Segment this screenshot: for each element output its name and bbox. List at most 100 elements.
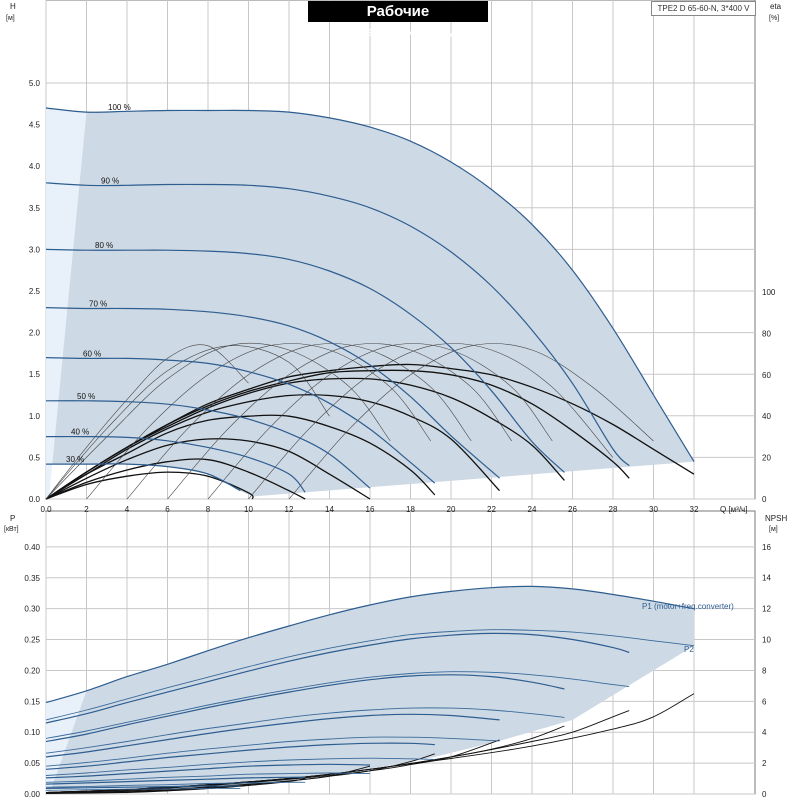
efficiency-curve	[45, 363, 695, 500]
eta-y-tick-label: 80	[762, 329, 771, 338]
p2-series-label: P2	[684, 645, 694, 654]
head-y-tick-label: 1.5	[29, 370, 41, 379]
x-tick-label: 8	[206, 505, 211, 514]
x-tick-label: 14	[325, 505, 334, 514]
x-tick-label: 12	[285, 505, 294, 514]
npsh-axis-label: NPSH	[765, 514, 787, 523]
eta-axis-label: eta	[770, 2, 782, 11]
head-y-tick-label: 4.5	[29, 121, 41, 130]
power-y-tick-label: 0.40	[24, 543, 40, 552]
efficiency-curve	[167, 343, 513, 500]
speed-label: 60 %	[83, 349, 101, 358]
x-tick-label: 28	[609, 505, 618, 514]
p2-curve	[45, 707, 565, 754]
power-y-tick-label: 0.05	[24, 759, 40, 768]
efficiency-curve	[45, 414, 436, 500]
eta-y-tick-label: 0	[762, 495, 767, 504]
efficiency-curve	[45, 471, 254, 500]
x-tick-label: 18	[406, 505, 415, 514]
eta-y-tick-label: 20	[762, 454, 771, 463]
eta-y-tick-label: 40	[762, 412, 771, 421]
npsh-y-tick-label: 14	[762, 574, 771, 583]
p1-curve	[45, 674, 565, 743]
efficiency-curve	[45, 394, 501, 500]
npsh-y-tick-label: 12	[762, 605, 771, 614]
p1-curve	[45, 713, 500, 758]
head-y-tick-label: 0.5	[29, 453, 41, 462]
power-y-tick-label: 0.15	[24, 697, 40, 706]
npsh-y-tick-label: 6	[762, 697, 767, 706]
head-y-tick-label: 1.0	[29, 412, 41, 421]
efficiency-curve	[45, 458, 306, 500]
speed-label: 30 %	[66, 455, 84, 464]
npsh-axis-unit: [м]	[769, 526, 778, 533]
chart-title: Рабочие характеристики	[308, 1, 488, 41]
head-y-tick-label: 4.0	[29, 162, 41, 171]
power-y-tick-label: 0.20	[24, 666, 40, 675]
npsh-y-tick-label: 4	[762, 728, 767, 737]
head-y-tick-label: 2.0	[29, 329, 41, 338]
power-y-tick-label: 0.00	[24, 790, 40, 799]
efficiency-curve	[207, 343, 553, 500]
head-curve	[45, 182, 630, 467]
efficiency-curve	[45, 438, 371, 500]
npsh-y-tick-label: 2	[762, 759, 767, 768]
speed-label: 50 %	[77, 392, 95, 401]
p2-curve	[45, 772, 371, 783]
npsh-curve	[45, 739, 500, 793]
efficiency-curve	[86, 343, 432, 500]
efficiency-curve	[126, 343, 472, 500]
x-tick-label: 0.0	[40, 505, 52, 514]
power-y-tick-label: 0.30	[24, 605, 40, 614]
head-y-tick-label: 0.0	[29, 495, 41, 504]
speed-label: 80 %	[95, 241, 113, 250]
head-y-tick-label: 3.0	[29, 245, 41, 254]
p1-curve	[45, 763, 371, 779]
power-axis-label: P	[10, 514, 15, 523]
p1-curve	[45, 742, 435, 770]
efficiency-curve	[248, 343, 614, 500]
head-curve	[45, 463, 241, 492]
p1-curve	[45, 632, 630, 724]
p2-curve	[45, 671, 630, 739]
p1-curve	[45, 785, 241, 789]
p1-curve	[45, 776, 306, 785]
x-tick-label: 26	[568, 505, 577, 514]
head-curve	[45, 435, 306, 493]
npsh-y-tick-label: 16	[762, 543, 771, 552]
x-tick-label: 2	[84, 505, 89, 514]
x-tick-label: 10	[244, 505, 253, 514]
p1-curve	[45, 585, 695, 704]
efficiency-curve	[45, 345, 330, 500]
flow-axis-label: Q [м³/ч]	[720, 505, 747, 514]
speed-label: 90 %	[101, 176, 119, 185]
power-y-tick-label: 0.25	[24, 636, 40, 645]
head-curve	[45, 400, 371, 489]
x-tick-label: 6	[165, 505, 170, 514]
head-curve	[45, 307, 500, 479]
head-y-tick-label: 2.5	[29, 287, 41, 296]
eta-y-tick-label: 100	[762, 288, 776, 297]
p2-curve	[45, 629, 695, 721]
eta-y-tick-label: 60	[762, 371, 771, 380]
p2-curve	[45, 757, 435, 776]
speed-label: 70 %	[89, 299, 107, 308]
x-tick-label: 24	[528, 505, 537, 514]
x-tick-label: 32	[690, 505, 699, 514]
head-curve	[45, 248, 565, 473]
eta-axis-unit: [%]	[769, 15, 779, 22]
operating-range-area	[46, 108, 694, 497]
power-y-tick-label: 0.35	[24, 574, 40, 583]
p1-series-label: P1 (motor+freq.converter)	[642, 602, 734, 611]
x-tick-label: 4	[125, 505, 130, 514]
p2-curve	[45, 781, 306, 788]
p2-curve	[45, 787, 241, 791]
speed-label: 100 %	[108, 103, 131, 112]
x-tick-label: 22	[487, 505, 496, 514]
head-y-tick-label: 3.5	[29, 204, 41, 213]
npsh-y-tick-label: 8	[762, 666, 767, 675]
npsh-curve	[45, 725, 565, 793]
head-curve	[45, 357, 436, 484]
x-tick-label: 30	[649, 505, 658, 514]
x-tick-label: 16	[366, 505, 375, 514]
